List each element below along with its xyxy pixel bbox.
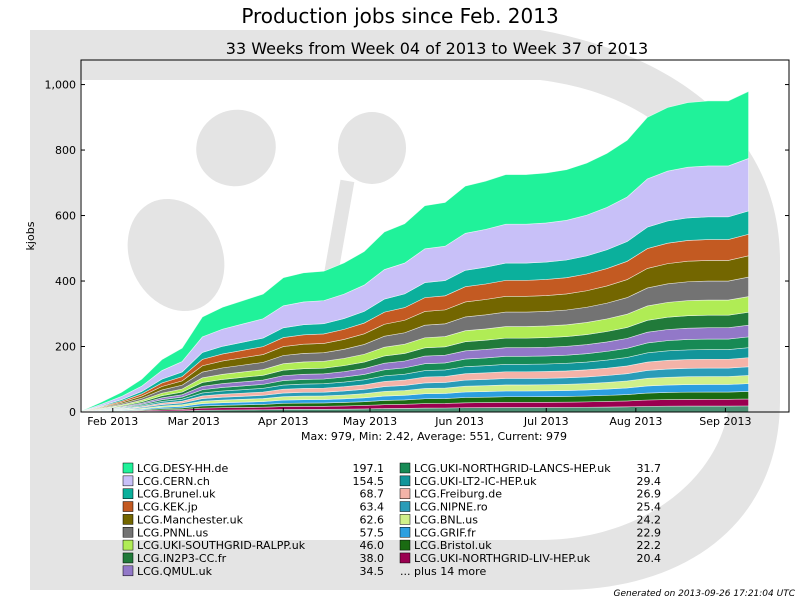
legend-value: 22.2 xyxy=(637,539,662,552)
legend-swatch xyxy=(399,475,411,487)
legend-label: LCG.PNNL.us xyxy=(137,526,209,539)
legend-label: LCG.BNL.us xyxy=(414,513,478,526)
legend-label: LCG.Freiburg.de xyxy=(414,488,502,501)
legend: LCG.DESY-HH.de 197.1 LCG.CERN.ch 154.5 LCG.B… xyxy=(122,462,662,578)
legend-value: 31.7 xyxy=(637,462,662,475)
legend-label: LCG.CERN.ch xyxy=(137,475,210,488)
legend-swatch xyxy=(122,462,134,474)
chart-subtitle: 33 Weeks from Week 04 of 2013 to Week 37… xyxy=(226,39,648,58)
legend-swatch xyxy=(122,475,134,487)
watermark-blob-3 xyxy=(127,198,225,312)
y-tick-label: 600 xyxy=(55,210,76,223)
legend-label: LCG.QMUL.uk xyxy=(137,565,213,578)
chart-title: Production jobs since Feb. 2013 xyxy=(241,4,558,28)
legend-swatch xyxy=(122,552,134,564)
x-tick-label: Jul 2013 xyxy=(523,415,569,428)
y-tick-label: 200 xyxy=(55,341,76,354)
x-tick-label: Aug 2013 xyxy=(609,415,662,428)
legend-value: 197.1 xyxy=(353,462,385,475)
legend-value: 46.0 xyxy=(360,539,385,552)
legend-swatch xyxy=(399,462,411,474)
legend-label: LCG.KEK.jp xyxy=(137,501,198,514)
y-tick-label: 1,000 xyxy=(45,79,77,92)
legend-value: 57.5 xyxy=(360,526,385,539)
legend-value: 62.6 xyxy=(360,513,385,526)
legend-swatch xyxy=(399,514,411,525)
legend-value: 29.4 xyxy=(637,475,662,488)
legend-swatch xyxy=(399,488,411,499)
y-tick-label: 800 xyxy=(55,144,76,157)
watermark-blob-1 xyxy=(196,109,276,187)
legend-label: LCG.UKI-LT2-IC-HEP.uk xyxy=(414,475,537,488)
stats-summary: Max: 979, Min: 2.42, Average: 551, Curre… xyxy=(301,430,567,443)
legend-label: LCG.DESY-HH.de xyxy=(137,462,228,475)
legend-swatch xyxy=(399,539,411,551)
footer-timestamp: Generated on 2013-09-26 17:21:04 UTC xyxy=(614,589,796,599)
legend-value: 25.4 xyxy=(637,501,662,514)
y-axis-label: kjobs xyxy=(24,221,37,250)
legend-label: LCG.UKI-NORTHGRID-LANCS-HEP.uk xyxy=(414,462,611,475)
legend-swatch xyxy=(122,527,134,538)
legend-value: 68.7 xyxy=(360,488,385,501)
x-tick-label: May 2013 xyxy=(343,415,397,428)
legend-label: LCG.UKI-SOUTHGRID-RALPP.uk xyxy=(137,539,306,552)
legend-value: 20.4 xyxy=(637,552,662,565)
x-tick-label: Jun 2013 xyxy=(434,415,484,428)
area-series-lcg-desy-hh-de xyxy=(80,90,749,412)
legend-swatch xyxy=(122,565,134,577)
legend-swatch xyxy=(399,527,411,538)
x-tick-label: Sep 2013 xyxy=(699,415,751,428)
legend-value: 34.5 xyxy=(360,565,385,578)
stacked-areas xyxy=(80,90,749,413)
legend-label: LCG.UKI-NORTHGRID-LIV-HEP.uk xyxy=(414,552,591,565)
x-axis-ticks: Feb 2013 Mar 2013 Apr 2013 May 2013 Jun 2013… xyxy=(87,408,752,428)
plot-frame xyxy=(80,59,790,413)
legend-swatch xyxy=(399,552,411,564)
plot-area: 0 200 400 600 800 1,000 Feb 2013 Mar 2013 Apr 2… xyxy=(45,59,790,428)
watermark-frame xyxy=(30,30,780,590)
legend-value: 24.2 xyxy=(637,513,662,526)
y-axis-ticks: 0 200 400 600 800 1,000 xyxy=(45,79,789,419)
y-tick-label: 400 xyxy=(55,275,76,288)
legend-value: 63.4 xyxy=(360,501,385,514)
legend-label: LCG.Brunel.uk xyxy=(137,488,216,501)
legend-label: LCG.IN2P3-CC.fr xyxy=(137,552,227,565)
legend-label: LCG.Bristol.uk xyxy=(414,539,492,552)
legend-label: LCG.Manchester.uk xyxy=(137,513,244,526)
legend-value: 26.9 xyxy=(637,488,662,501)
legend-swatch xyxy=(122,539,134,551)
legend-swatch xyxy=(399,501,411,512)
x-tick-label: Apr 2013 xyxy=(258,415,309,428)
y-tick-label: 0 xyxy=(69,406,76,419)
legend-swatch xyxy=(122,501,134,512)
x-tick-label: Feb 2013 xyxy=(87,415,138,428)
legend-label: LCG.GRIF.fr xyxy=(414,526,476,539)
watermark-logo xyxy=(30,30,780,590)
legend-value: 22.9 xyxy=(637,526,662,539)
legend-more-label: ... plus 14 more xyxy=(400,565,486,578)
watermark-blob-2 xyxy=(338,112,406,184)
legend-value: 154.5 xyxy=(353,475,385,488)
legend-swatch xyxy=(122,488,134,499)
legend-label: LCG.NIPNE.ro xyxy=(414,501,488,514)
legend-value: 38.0 xyxy=(360,552,385,565)
x-tick-label: Mar 2013 xyxy=(168,415,220,428)
legend-swatch xyxy=(122,514,134,525)
